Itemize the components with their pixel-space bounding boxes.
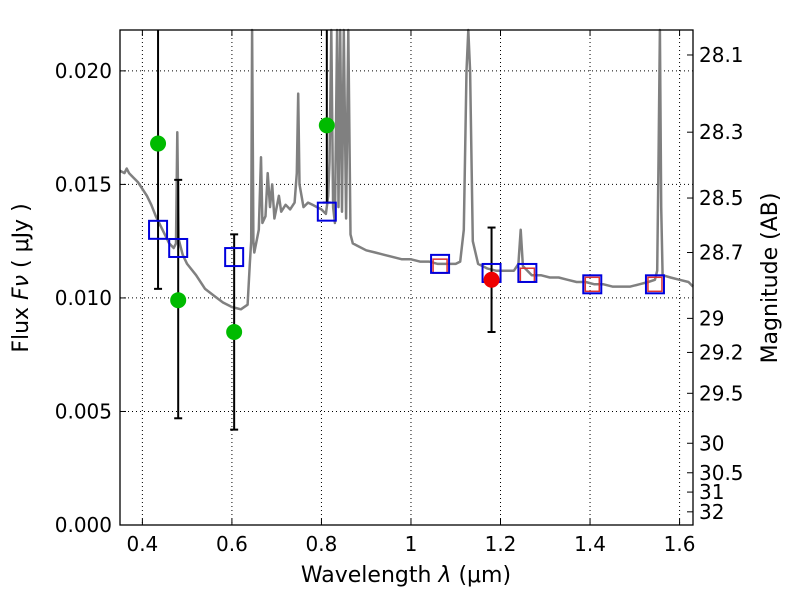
- blue-square-marker: [517, 262, 538, 283]
- blue-square-marker: [644, 274, 665, 295]
- blue-square-marker: [168, 237, 189, 258]
- y2-tick-label: 32: [699, 500, 724, 524]
- model-spectrum-line: [119, 28, 694, 311]
- y-tick-label: 0.015: [55, 172, 112, 196]
- axis-ticks: 0.4 0.6 0.8 1 1.2 1.4 1.6 0.000 0.005 0.010 0.015 0…: [55, 30, 744, 556]
- x-tick-label: 0.6: [216, 532, 248, 556]
- red-data-point: [483, 271, 500, 288]
- y2-tick-label: 29.2: [699, 340, 744, 364]
- y2-tick-label: 28.1: [699, 43, 744, 67]
- markers-layer: [148, 117, 665, 340]
- blue-square-marker: [148, 219, 169, 240]
- red-square-marker: [647, 276, 663, 293]
- blue-square-marker: [430, 253, 451, 274]
- green-data-point: [170, 292, 187, 309]
- y-tick-label: 0.010: [55, 286, 112, 310]
- error-bars-layer: [154, 30, 496, 431]
- y-tick-label: 0.020: [55, 59, 112, 83]
- grid-lines: [120, 30, 693, 526]
- y2-tick-label: 30: [699, 431, 724, 455]
- x-tick-label: 1.6: [664, 532, 696, 556]
- y2-tick-label: 28.7: [699, 241, 744, 265]
- blue-square-marker: [316, 201, 337, 222]
- green-data-point: [150, 135, 167, 152]
- red-square-marker: [432, 258, 448, 274]
- y-tick-label: 0.005: [55, 399, 112, 423]
- y2-axis-title: Magnitude (AB): [758, 193, 783, 364]
- x-tick-label: 0.4: [126, 532, 158, 556]
- x-tick-label: 1.2: [485, 532, 517, 556]
- blue-square-marker: [582, 274, 603, 295]
- y2-tick-label: 31: [699, 480, 724, 504]
- red-square-marker: [584, 276, 601, 293]
- y-axis-title: Flux Fν ( μJy ): [9, 203, 34, 352]
- green-data-point: [318, 117, 335, 134]
- y2-tick-label: 28.3: [699, 120, 744, 144]
- y-tick-label: 0.000: [55, 513, 112, 537]
- x-tick-label: 0.8: [306, 532, 338, 556]
- x-tick-label: 1.4: [574, 532, 606, 556]
- y2-tick-label: 30.5: [699, 461, 744, 485]
- x-axis-title: Wavelength λ (μm): [301, 563, 511, 588]
- y2-tick-label: 29: [699, 306, 724, 330]
- blue-square-marker: [224, 247, 245, 268]
- x-tick-label: 1: [405, 532, 418, 556]
- y2-tick-label: 28.5: [699, 186, 744, 210]
- model-spectrum-layer: [119, 28, 694, 311]
- plot-frame: [119, 29, 694, 526]
- y2-tick-label: 29.5: [699, 381, 744, 405]
- green-data-point: [226, 323, 243, 340]
